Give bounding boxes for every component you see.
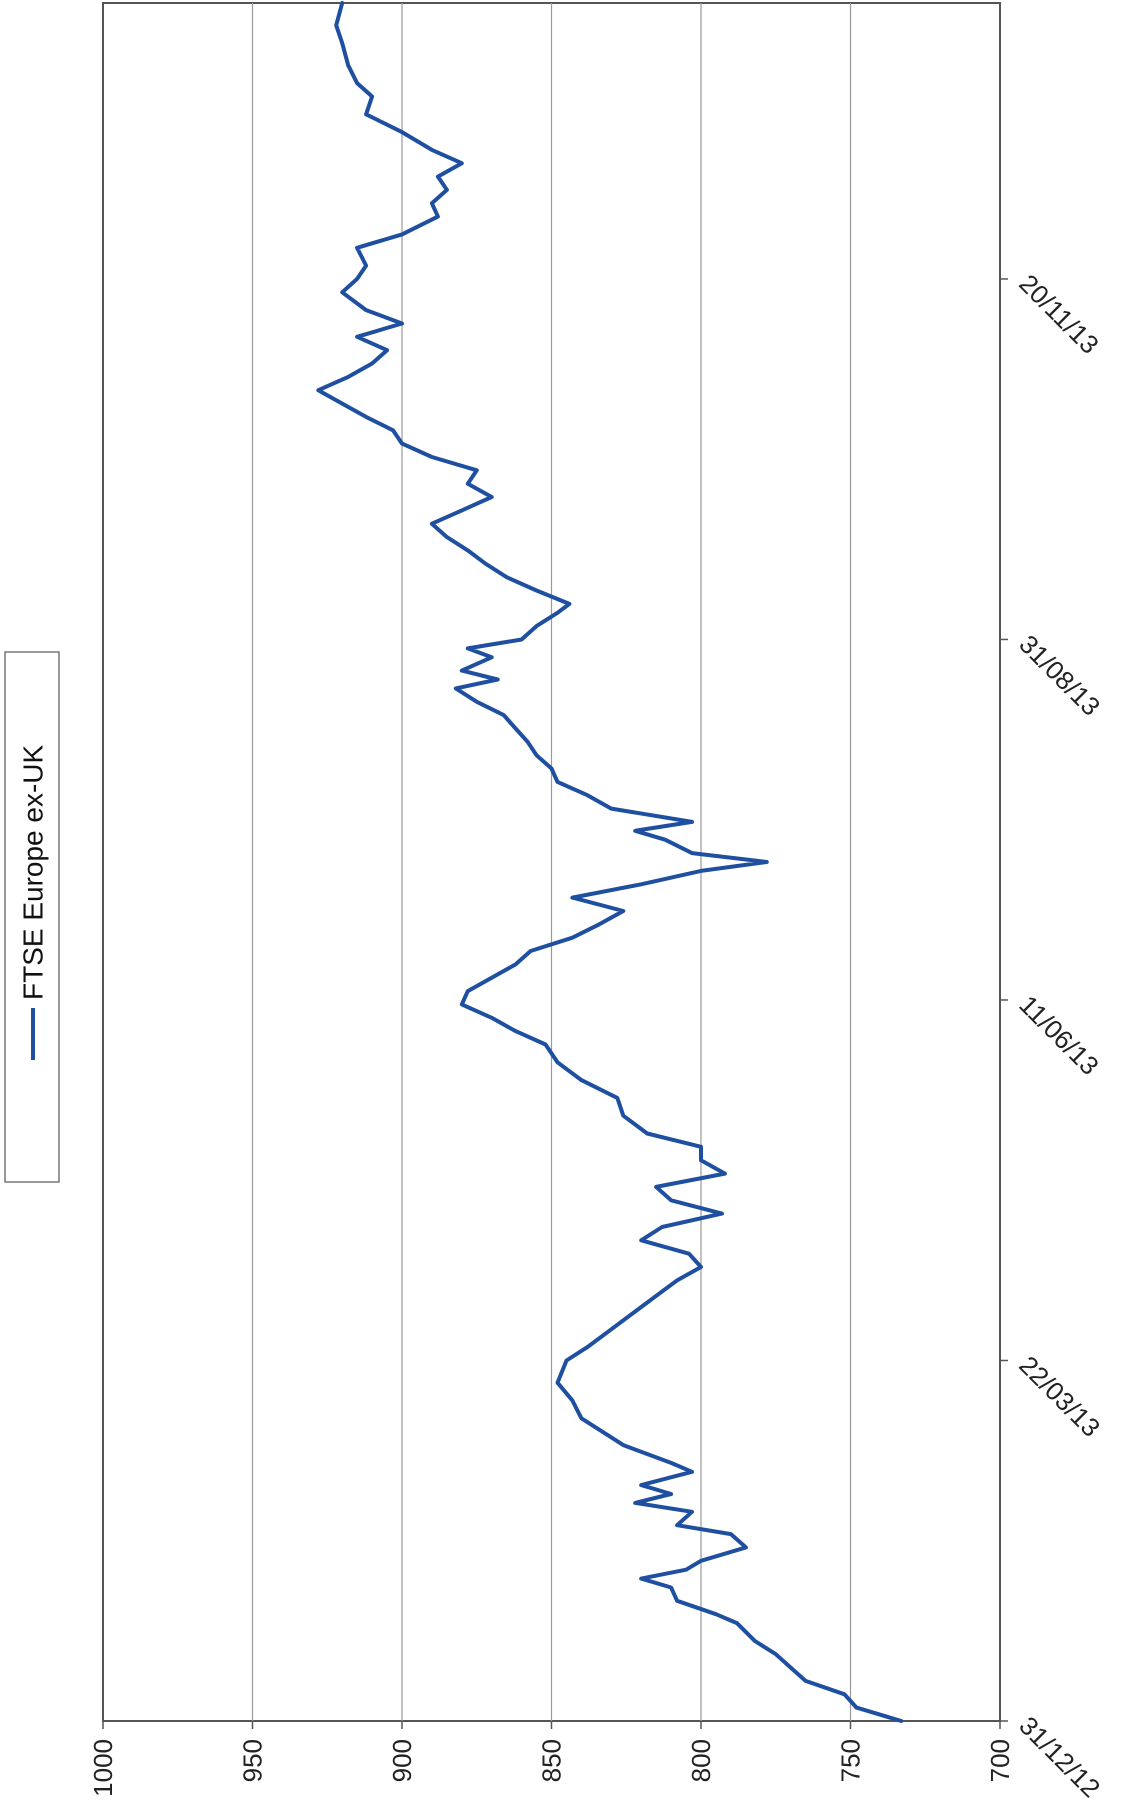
y-tick-label: 700 bbox=[985, 1739, 1015, 1782]
y-axis: 700 750 800 850 900 950 1000 bbox=[88, 1721, 1015, 1797]
x-tick-label: 11/06/13 bbox=[1013, 989, 1104, 1080]
x-tick-label: 31/08/13 bbox=[1013, 629, 1106, 722]
y-tick-label: 800 bbox=[686, 1739, 716, 1782]
legend-box bbox=[4, 651, 60, 1183]
plot-area bbox=[102, 1, 1001, 1723]
x-tick-label: 22/03/13 bbox=[1013, 1350, 1106, 1443]
legend-label: FTSE Europe ex-UK bbox=[18, 744, 49, 1000]
x-axis: 31/12/12 22/03/13 11/06/13 31/08/13 20/11/13 bbox=[1000, 268, 1106, 1803]
x-tick-label: 20/11/13 bbox=[1013, 268, 1104, 359]
y-tick-label: 900 bbox=[387, 1739, 417, 1782]
y-tick-label: 750 bbox=[836, 1739, 866, 1782]
gridlines bbox=[251, 3, 852, 1721]
x-tick-label: 31/12/12 bbox=[1013, 1710, 1106, 1803]
series-line bbox=[316, 1, 904, 1723]
y-tick-label: 1000 bbox=[88, 1739, 118, 1797]
legend: FTSE Europe ex-UK bbox=[4, 651, 60, 1183]
series-layer bbox=[316, 1, 904, 1723]
y-tick-label: 950 bbox=[238, 1739, 268, 1782]
y-tick-label: 850 bbox=[537, 1739, 567, 1782]
